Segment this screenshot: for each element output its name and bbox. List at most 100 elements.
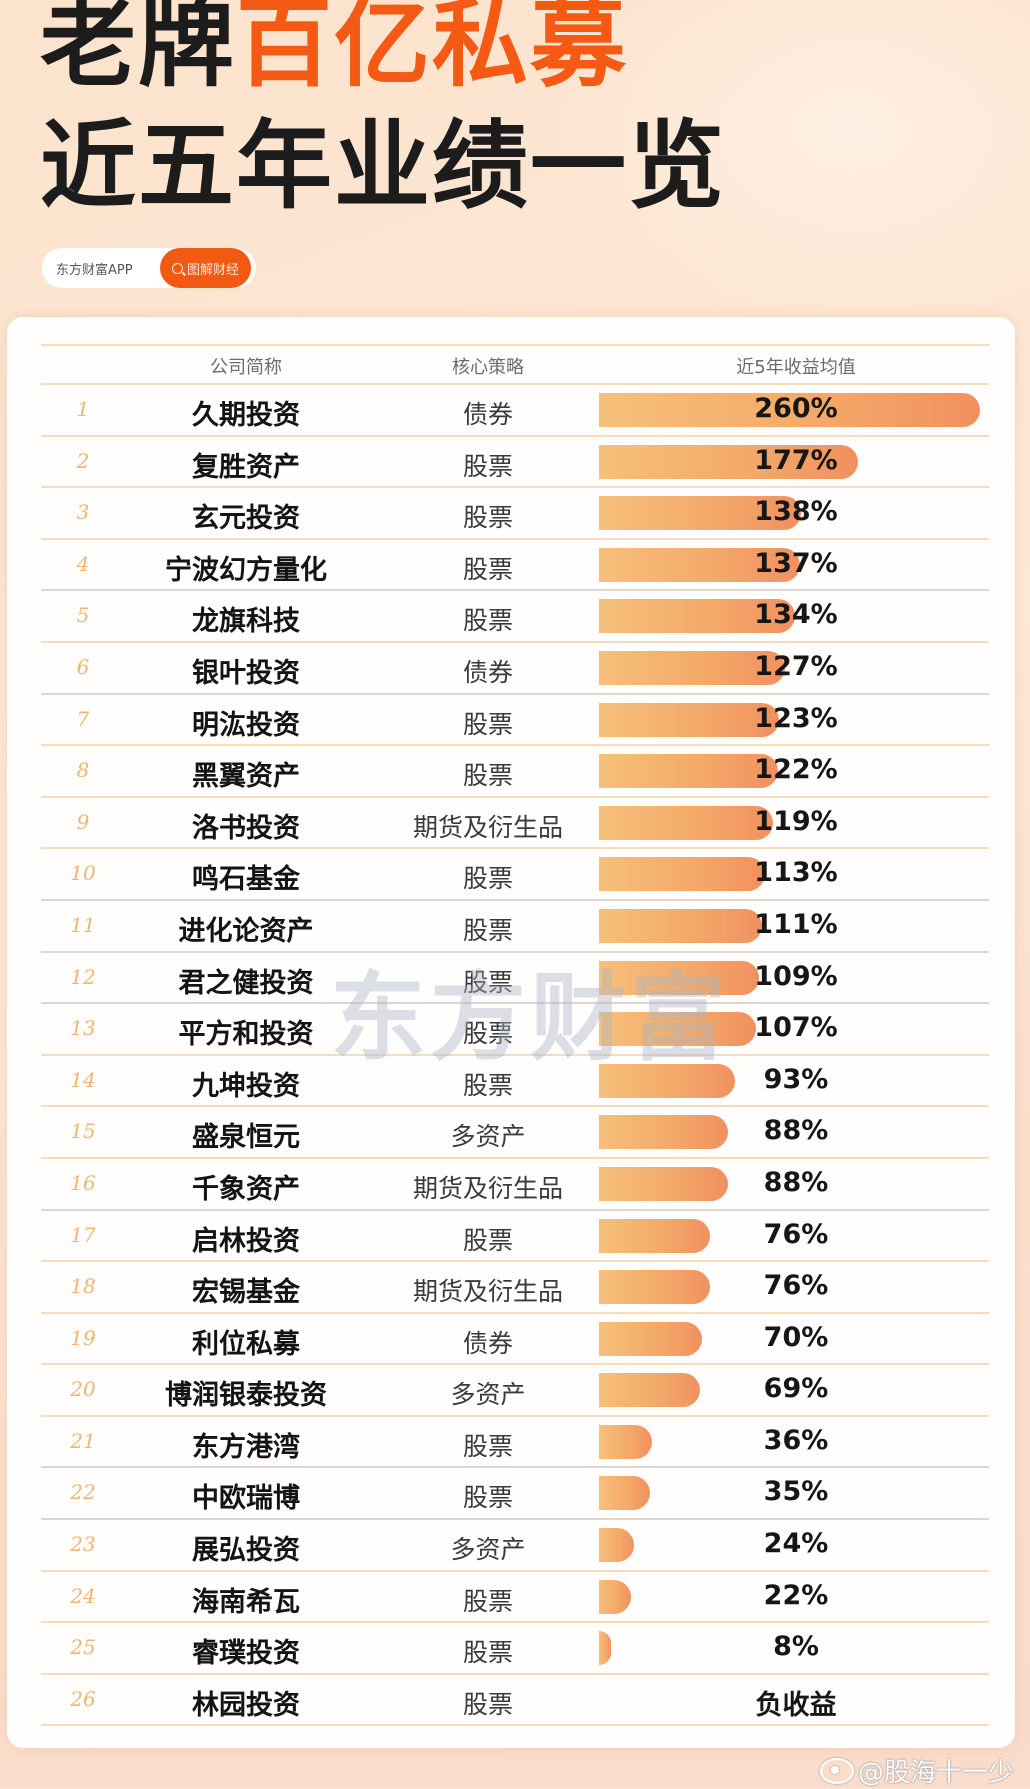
return-value: 177% [754,444,838,476]
table-row: 13 平方和投资 股票 107% [41,1004,989,1054]
rank-number: 25 [70,1635,96,1660]
rank-number: 18 [70,1274,96,1299]
return-value: 69% [763,1373,829,1405]
rank-number: 24 [70,1583,96,1608]
return-value: 107% [754,1012,838,1044]
company-name: 海南希瓦 [192,1586,300,1618]
table-row: 4 宁波幻方量化 股票 137% [41,540,989,590]
return-value: 88% [763,1115,829,1147]
return-value: 76% [763,1218,829,1250]
divider [41,744,989,747]
table-row: 18 宏锡基金 期货及衍生品 76% [41,1262,989,1312]
core-strategy: 股票 [462,709,514,739]
core-strategy: 股票 [462,1070,514,1100]
return-bar [599,650,785,685]
return-value: 109% [754,960,838,992]
column-header-company: 公司简称 [210,357,282,378]
table-row: 16 千象资产 期货及衍生品 88% [41,1159,989,1209]
return-value: 36% [763,1424,829,1456]
return-bar [599,1476,650,1511]
table-row: 21 东方港湾 股票 36% [41,1417,989,1467]
company-name: 复胜资产 [192,451,300,483]
rank-number: 19 [70,1325,96,1350]
divider [41,1466,989,1469]
company-name: 鸣石基金 [192,864,300,896]
weibo-icon [819,1757,854,1784]
rank-number: 21 [70,1428,96,1453]
return-value: 22% [763,1579,829,1611]
company-name: 睿璞投资 [192,1638,300,1670]
divider [41,1569,989,1572]
return-bar [599,1424,652,1459]
return-bar [599,547,800,582]
return-bar [599,393,980,427]
divider [41,1414,989,1417]
divider [41,1260,989,1263]
ranking-table: 公司简称 核心策略 近5年收益均值 1 久期投资 债券 260% 2 复胜资产 股票 177%… [41,344,989,1727]
column-header-return: 近5年收益均值 [736,357,856,378]
return-bar [599,805,773,840]
return-bar [599,1631,611,1666]
company-name: 启林投资 [192,1225,300,1257]
return-value: 113% [754,857,838,889]
rank-number: 5 [76,603,90,628]
company-name: 平方和投资 [178,1019,314,1051]
page-title-line2: 近五年业绩一览 [40,110,726,222]
table-row: 19 利位私募 债券 70% [41,1314,989,1364]
core-strategy: 股票 [462,503,514,533]
core-strategy: 股票 [462,864,514,894]
table-row: 12 君之健投资 股票 109% [41,953,989,1003]
divider [41,1002,989,1005]
divider [41,898,989,901]
core-strategy: 期货及衍生品 [412,1277,564,1307]
core-strategy: 多资产 [450,1535,526,1565]
rank-number: 12 [70,964,96,989]
rank-number: 17 [70,1222,96,1247]
search-icon [172,262,183,274]
company-name: 久期投资 [192,400,300,431]
divider [41,1208,989,1211]
divider [41,589,989,592]
rank-number: 1 [76,397,90,421]
return-value: 138% [754,496,838,528]
return-value: 123% [754,702,838,734]
return-bar [599,908,762,943]
table-row: 24 海南希瓦 股票 22% [41,1572,989,1622]
return-value: 260% [754,393,838,424]
return-value: 负收益 [755,1689,837,1721]
return-bar [599,857,765,892]
title-plain: 老牌 [40,0,236,100]
return-value: 70% [763,1321,829,1353]
return-bar [599,1012,756,1047]
divider [41,486,989,489]
divider [41,383,989,385]
rank-number: 16 [70,1170,96,1195]
core-strategy: 股票 [462,1431,514,1461]
table-row: 7 明汯投资 股票 123% [41,695,989,745]
rank-number: 22 [70,1480,96,1505]
source-search-button[interactable]: 图解财经 [160,248,252,288]
table-row: 25 睿璞投资 股票 8% [41,1623,989,1673]
return-bar [599,1166,728,1201]
core-strategy: 债券 [462,1328,514,1358]
company-name: 展弘投资 [192,1535,300,1567]
return-value: 111% [754,908,838,940]
rank-number: 14 [70,1067,96,1092]
core-strategy: 股票 [462,1586,514,1616]
return-value: 134% [754,599,838,631]
return-bar [599,1270,710,1305]
return-bar [599,444,858,479]
table-row: 1 久期投资 债券 260% [41,385,989,435]
divider [41,434,989,437]
rank-number: 7 [76,706,90,731]
table-row: 10 鸣石基金 股票 113% [41,849,989,899]
core-strategy: 股票 [462,606,514,636]
divider [41,1105,989,1108]
divider [41,692,989,695]
table-row: 20 博润银泰投资 多资产 69% [41,1365,989,1415]
divider [41,1621,989,1624]
core-strategy: 多资产 [450,1380,526,1410]
company-name: 千象资产 [192,1173,300,1205]
core-strategy: 股票 [462,1019,514,1049]
divider [41,795,989,798]
